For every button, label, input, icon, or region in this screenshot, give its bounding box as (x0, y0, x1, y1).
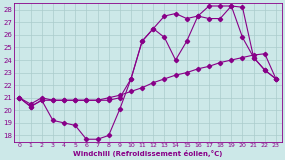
X-axis label: Windchill (Refroidissement éolien,°C): Windchill (Refroidissement éolien,°C) (73, 150, 222, 156)
